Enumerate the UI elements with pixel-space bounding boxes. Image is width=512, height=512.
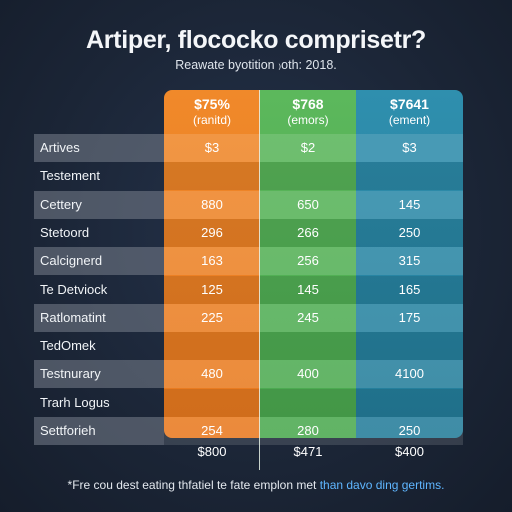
row-band-label bbox=[34, 360, 164, 389]
row-band-values bbox=[164, 417, 463, 445]
table-cell: 650 bbox=[297, 196, 319, 212]
table-row: Artives $3 $2 $3 bbox=[34, 134, 463, 162]
table-cell: 296 bbox=[201, 224, 223, 240]
table-row: Stetoord 296 266 250 bbox=[34, 218, 463, 247]
column-orange-background bbox=[164, 90, 260, 438]
table-cell: $3 bbox=[402, 140, 417, 155]
total-value: $800 bbox=[197, 444, 227, 459]
table-cell: 225 bbox=[201, 309, 223, 325]
row-band-values bbox=[164, 332, 463, 361]
footnote-highlight: than davo ding gertims. bbox=[319, 478, 445, 492]
table-row: Calcignerd 163 256 315 bbox=[34, 247, 463, 276]
table-cell: 280 bbox=[297, 423, 319, 438]
row-label: Calcignerd bbox=[40, 253, 103, 269]
row-label: Ratlomatint bbox=[40, 309, 106, 325]
table-row: Te Detviock 125 145 165 bbox=[34, 275, 463, 304]
table-cell: 266 bbox=[297, 224, 319, 240]
row-band-label bbox=[34, 417, 164, 445]
table-row: Testement bbox=[34, 162, 463, 191]
footnote: *Fre cou dest eating thfatiel te fate em… bbox=[0, 478, 512, 492]
row-band-label bbox=[34, 303, 164, 332]
row-band-values bbox=[164, 134, 463, 162]
row-band-label bbox=[34, 134, 164, 162]
chart-subtitle: Reawate byotition ₎oth: 2018. bbox=[175, 58, 337, 72]
row-band-values bbox=[164, 162, 463, 191]
total-value: $400 bbox=[395, 444, 424, 459]
row-band-values bbox=[164, 190, 463, 219]
column-header-price: $75% bbox=[194, 96, 230, 112]
row-label: Trarh Logus bbox=[40, 394, 110, 410]
table-cell: 175 bbox=[398, 309, 421, 325]
table-row: Ratlomatint 225 245 175 bbox=[34, 303, 463, 332]
row-band-values bbox=[164, 218, 463, 247]
row-label: Te Detviock bbox=[40, 281, 108, 297]
row-band-values bbox=[164, 360, 463, 389]
row-band-label bbox=[34, 190, 164, 219]
column-teal-background bbox=[356, 90, 463, 438]
column-header-sub: (ranitd) bbox=[192, 113, 231, 127]
table-cell: $3 bbox=[204, 140, 220, 155]
table-cell: 400 bbox=[297, 366, 319, 382]
table-cell: 245 bbox=[297, 309, 319, 325]
column-header-sub: (ement) bbox=[388, 113, 431, 127]
chart-title: Artiper, flococko comprisetr? bbox=[86, 26, 426, 54]
table-cell: 250 bbox=[398, 224, 421, 240]
table-cell: 880 bbox=[201, 196, 223, 212]
table-row: Settforieh 254 280 250 bbox=[34, 417, 463, 445]
row-label: Artives bbox=[40, 140, 80, 155]
column-green-background bbox=[260, 90, 356, 438]
column-header-sub: (emors) bbox=[287, 113, 329, 127]
table-cell: 480 bbox=[201, 366, 223, 382]
column-header-price: $768 bbox=[292, 96, 324, 112]
row-band-label bbox=[34, 247, 164, 276]
comparison-table: Artives $3 $2 $3 Testement Cettery 880 650 145 St… bbox=[34, 90, 463, 470]
table-cell: 256 bbox=[297, 253, 319, 269]
row-label: Cettery bbox=[40, 196, 82, 212]
table-cell: 163 bbox=[201, 253, 223, 269]
table-row: Trarh Logus bbox=[34, 388, 463, 417]
column-header-2: $768 (emors) bbox=[260, 94, 356, 127]
total-value: $471 bbox=[293, 444, 323, 459]
footnote-text: *Fre cou dest eating thfatiel te fate em… bbox=[67, 478, 320, 492]
table-cell: 125 bbox=[201, 281, 223, 297]
table-cell: 250 bbox=[398, 423, 421, 438]
table-cell: 145 bbox=[398, 196, 421, 212]
row-band-values bbox=[164, 388, 463, 417]
table-row: Testnurary 480 400 4100 bbox=[34, 360, 463, 389]
table-row: Cettery 880 650 145 bbox=[34, 190, 463, 219]
row-label: TedOmek bbox=[40, 338, 96, 354]
column-divider bbox=[259, 90, 260, 470]
row-label: Testnurary bbox=[40, 366, 101, 382]
row-label: Settforieh bbox=[40, 423, 96, 438]
row-band-values bbox=[164, 275, 463, 304]
column-header-1: $75% (ranitd) bbox=[164, 94, 260, 127]
table-cell: 4100 bbox=[395, 366, 424, 382]
table-cell: 165 bbox=[398, 281, 421, 297]
row-label: Stetoord bbox=[40, 224, 90, 240]
row-band-values bbox=[164, 247, 463, 276]
row-band-values bbox=[164, 303, 463, 332]
row-label: Testement bbox=[40, 168, 100, 184]
table-cell: 145 bbox=[297, 281, 319, 297]
table-row: TedOmek bbox=[34, 332, 463, 361]
column-header-price: $7641 bbox=[390, 96, 429, 112]
table-cell: $2 bbox=[300, 140, 316, 155]
column-header-3: $7641 (ement) bbox=[356, 94, 463, 127]
table-cell: 315 bbox=[398, 253, 421, 269]
table-cell: 254 bbox=[201, 423, 223, 438]
